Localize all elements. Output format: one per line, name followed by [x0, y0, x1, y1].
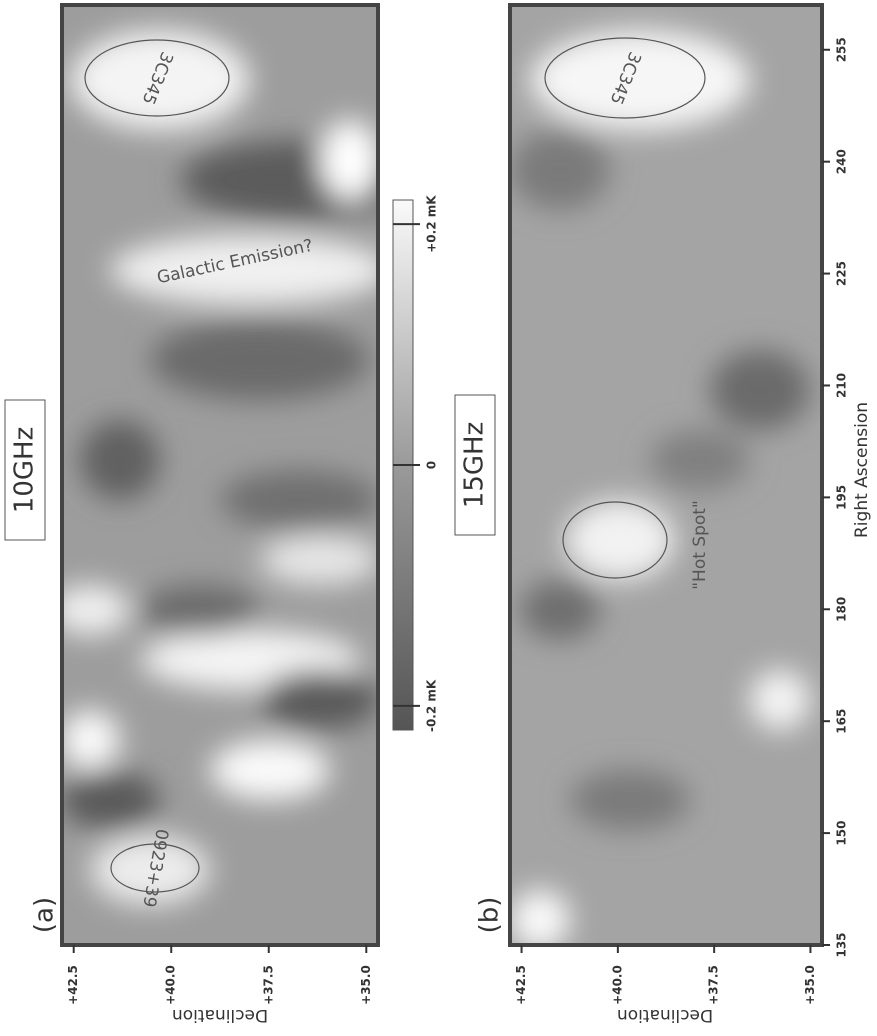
panel-label: (a) — [30, 897, 60, 933]
source-outline — [562, 501, 668, 579]
panel-title: 15GHz — [460, 422, 490, 508]
source-outline — [110, 843, 200, 893]
colorbar-tick-label: -0.2 mK — [425, 679, 439, 732]
map-texture — [510, 30, 810, 945]
x-tick-label: 180 — [835, 597, 849, 622]
y-tick-label: +37.5 — [707, 965, 721, 1005]
panel-label: (b) — [475, 897, 505, 934]
x-tick-label: 165 — [835, 709, 849, 734]
colorbar-tick-label: +0.2 mK — [425, 195, 439, 253]
map-frame — [508, 3, 824, 947]
x-tick-label: 195 — [835, 485, 849, 510]
x-tick-label: 225 — [835, 261, 849, 286]
y-tick-label: +40.0 — [610, 965, 624, 1005]
title-box — [454, 394, 496, 536]
y-tick-label: +35.0 — [803, 965, 817, 1005]
y-axis-label: Declination — [172, 1005, 268, 1025]
y-tick-label: +42.5 — [66, 965, 80, 1005]
x-tick-label: 135 — [835, 932, 849, 957]
title-box — [4, 399, 46, 541]
x-tick-label: 240 — [835, 149, 849, 174]
y-axis-label: Declination — [617, 1005, 713, 1025]
source-outline — [544, 37, 706, 119]
y-tick-label: +40.0 — [164, 965, 178, 1005]
y-tick-label: +35.0 — [359, 965, 373, 1005]
y-tick-label: +42.5 — [514, 965, 528, 1005]
x-tick-label: 210 — [835, 373, 849, 398]
colorbar-tick-label: 0 — [425, 461, 439, 469]
panel-title: 10GHz — [10, 427, 40, 513]
map-frame — [60, 3, 380, 947]
source-outline — [84, 39, 230, 117]
x-axis-label: Right Ascension — [852, 402, 872, 538]
x-tick-label: 255 — [835, 37, 849, 62]
annotation: "Hot Spot" — [690, 500, 710, 590]
map-texture — [62, 30, 378, 905]
y-tick-label: +37.5 — [261, 965, 275, 1005]
x-tick-label: 150 — [835, 821, 849, 846]
